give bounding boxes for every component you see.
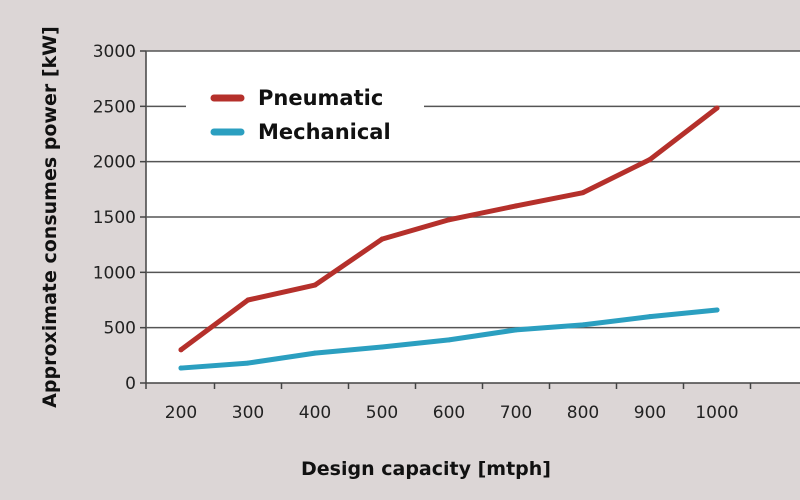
x-tick-label: 800: [567, 403, 599, 423]
data-point-pneumatic: [647, 156, 653, 162]
legend-label-pneumatic: Pneumatic: [258, 86, 383, 110]
y-tick-label: 0: [125, 374, 136, 394]
x-tick-label: 900: [634, 403, 666, 423]
x-tick-label: 700: [500, 403, 532, 423]
x-axis-title: Design capacity [mtph]: [301, 458, 551, 480]
data-point-pneumatic: [580, 190, 586, 196]
legend-label-mechanical: Mechanical: [258, 120, 391, 144]
data-point-mechanical: [580, 322, 586, 328]
data-point-mechanical: [647, 314, 653, 320]
y-tick-label: 2500: [93, 97, 136, 117]
data-point-pneumatic: [714, 105, 720, 111]
data-point-mechanical: [379, 344, 385, 350]
data-point-mechanical: [245, 360, 251, 366]
x-tick-label: 300: [232, 403, 264, 423]
y-tick-label: 1500: [93, 208, 136, 228]
data-point-pneumatic: [245, 297, 251, 303]
data-point-mechanical: [513, 327, 519, 333]
x-tick-label: 1000: [695, 403, 738, 423]
x-tick-label: 400: [299, 403, 331, 423]
data-point-mechanical: [446, 337, 452, 343]
y-tick-label: 500: [104, 319, 136, 339]
data-point-pneumatic: [446, 217, 452, 223]
y-axis-title: Approximate consumes power [kW]: [39, 26, 61, 408]
x-tick-label: 200: [165, 403, 197, 423]
data-point-pneumatic: [312, 282, 318, 288]
data-point-pneumatic: [178, 347, 184, 353]
data-point-mechanical: [312, 350, 318, 356]
y-tick-label: 3000: [93, 42, 136, 62]
data-point-pneumatic: [513, 203, 519, 209]
x-tick-label: 500: [366, 403, 398, 423]
y-tick-label: 2000: [93, 153, 136, 173]
data-point-pneumatic: [379, 236, 385, 242]
data-point-mechanical: [714, 307, 720, 313]
x-tick-label: 600: [433, 403, 465, 423]
data-point-mechanical: [178, 365, 184, 371]
y-tick-label: 1000: [93, 263, 136, 283]
